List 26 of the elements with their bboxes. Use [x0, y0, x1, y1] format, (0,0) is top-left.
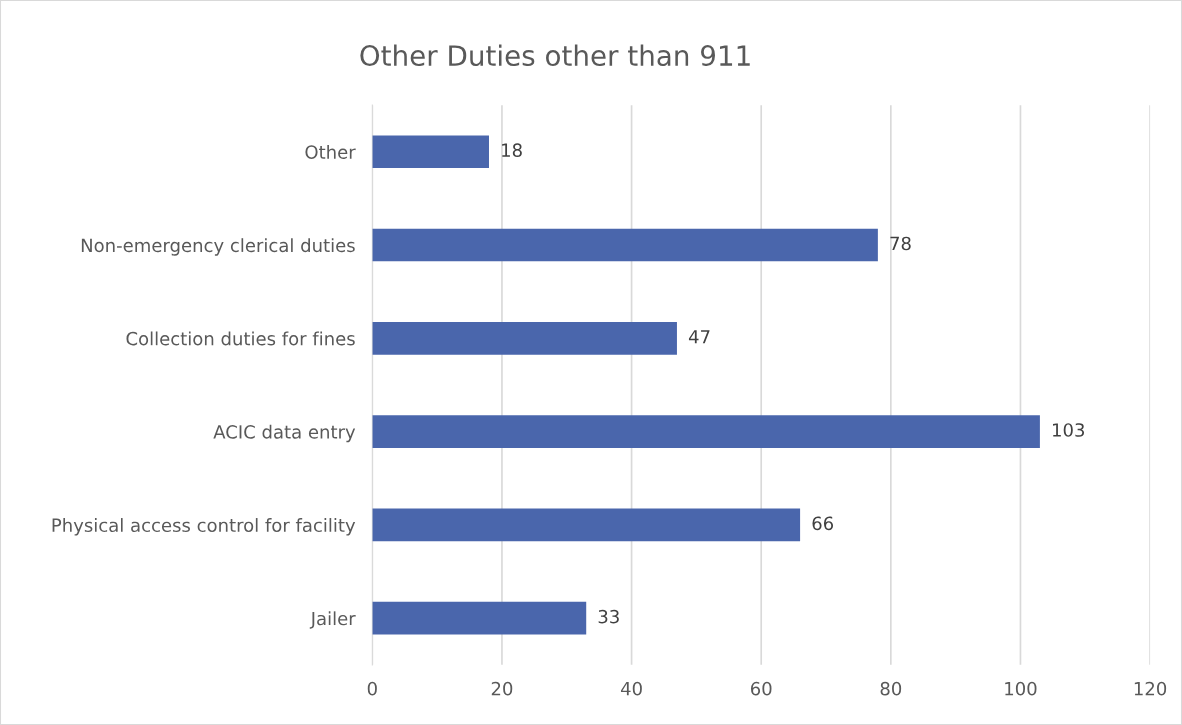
y-tick-label: ACIC data entry [213, 424, 356, 443]
chart-title: Other Duties other than 911 [360, 44, 750, 67]
y-tick-label: Collection duties for fines [126, 331, 355, 346]
bar [372, 508, 801, 542]
data-label: 78 [890, 236, 911, 251]
data-label: 103 [1053, 423, 1085, 437]
x-tick-label: 20 [491, 681, 513, 696]
x-tick-label: 120 [1134, 681, 1167, 696]
y-tick-label: Jailer [309, 611, 356, 629]
bar [372, 228, 878, 262]
bar [372, 135, 489, 169]
x-tick-label: 80 [880, 681, 902, 696]
data-label: 66 [812, 516, 834, 531]
x-tick-label: 100 [1005, 681, 1037, 696]
x-tick-label: 0 [367, 681, 377, 696]
bar [372, 415, 1040, 448]
data-label: 18 [502, 143, 522, 158]
bar [372, 322, 677, 355]
y-tick-label: Physical access control for facility [52, 518, 356, 536]
bar [372, 601, 587, 635]
x-tick-label: 40 [620, 681, 642, 696]
y-tick-label: Other [305, 144, 356, 159]
data-label: 47 [688, 330, 710, 344]
x-tick-label: 60 [750, 681, 772, 696]
y-tick-label: Non-emergency clerical duties [81, 238, 355, 256]
data-label: 33 [598, 609, 619, 624]
